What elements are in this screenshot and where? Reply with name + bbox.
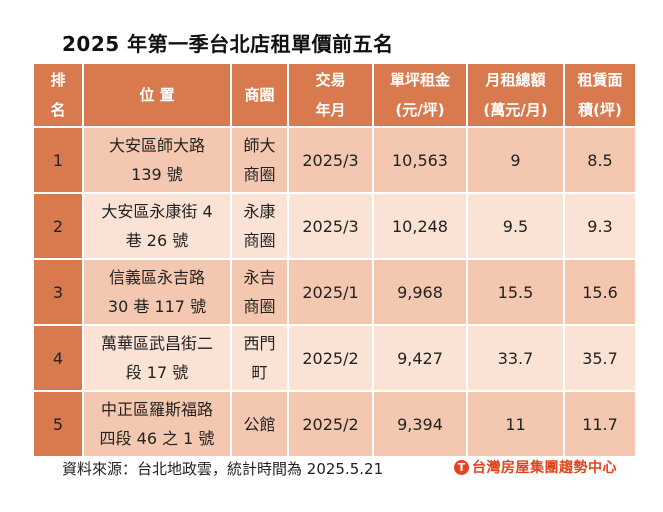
location-line-1: 萬華區武昌街二	[100, 334, 213, 353]
unit-rent-cell: 9,968	[372, 258, 468, 326]
table-header-row: 排 名 位 置 商圈 交易 年月 單坪租金 (元/坪) 月租總額 (萬元/月)	[32, 62, 637, 128]
total-rent-cell: 11	[466, 390, 565, 458]
total-rent-cell: 33.7	[466, 324, 565, 392]
date-cell: 2025/2	[287, 324, 374, 392]
location-cell: 信義區永吉路 30 巷 117 號	[82, 258, 232, 326]
header-district: 商圈	[230, 62, 289, 128]
district-line-2: 町	[251, 363, 268, 382]
table-title: 2025 年第一季台北店租單價前五名	[62, 32, 394, 56]
district-cell: 西門 町	[230, 324, 289, 392]
district-cell: 公館	[230, 390, 289, 458]
rank-cell: 2	[32, 192, 84, 260]
rank-cell: 3	[32, 258, 84, 326]
district-line-1: 永吉	[243, 268, 276, 287]
rank-cell: 5	[32, 390, 84, 458]
rent-ranking-table: 排 名 位 置 商圈 交易 年月 單坪租金 (元/坪) 月租總額 (萬元/月)	[32, 62, 637, 458]
header-location-label: 位 置	[139, 86, 175, 104]
header-date-line-1: 交易	[315, 71, 346, 89]
header-rank-line-2: 名	[50, 101, 66, 119]
location-line-1: 大安區永康街 4	[101, 202, 213, 221]
header-district-label: 商圈	[244, 86, 275, 104]
area-cell: 9.3	[563, 192, 637, 260]
district-cell: 永康 商圈	[230, 192, 289, 260]
location-cell: 萬華區武昌街二 段 17 號	[82, 324, 232, 392]
district-line-1: 公館	[243, 414, 276, 434]
table-row: 4 萬華區武昌街二 段 17 號 西門 町 2025/2 9,427 33.7 …	[32, 324, 637, 392]
header-area-line-1: 租賃面	[577, 71, 623, 89]
header-unit-rent: 單坪租金 (元/坪)	[372, 62, 468, 128]
district-cell: 永吉 商圈	[230, 258, 289, 326]
date-cell: 2025/1	[287, 258, 374, 326]
location-line-2: 巷 26 號	[125, 231, 189, 250]
date-cell: 2025/3	[287, 126, 374, 194]
total-rent-cell: 9.5	[466, 192, 565, 260]
table-row: 3 信義區永吉路 30 巷 117 號 永吉 商圈 2025/1 9,968 1…	[32, 258, 637, 326]
header-total-rent-line-1: 月租總額	[485, 71, 546, 89]
location-line-1: 中正區羅斯福路	[100, 400, 213, 419]
district-line-1: 西門	[243, 334, 276, 353]
area-cell: 15.6	[563, 258, 637, 326]
header-total-rent-line-2: (萬元/月)	[483, 101, 548, 119]
area-cell: 8.5	[563, 126, 637, 194]
rank-cell: 4	[32, 324, 84, 392]
district-line-2: 商圈	[243, 297, 276, 316]
location-line-1: 信義區永吉路	[108, 268, 205, 287]
total-rent-cell: 9	[466, 126, 565, 194]
location-line-2: 30 巷 117 號	[107, 297, 207, 316]
district-line-2: 商圈	[243, 165, 276, 184]
header-area-line-2: 積(坪)	[578, 101, 622, 119]
area-cell: 11.7	[563, 390, 637, 458]
date-cell: 2025/2	[287, 390, 374, 458]
district-line-1: 師大	[243, 136, 276, 155]
total-rent-cell: 15.5	[466, 258, 565, 326]
table-row: 1 大安區師大路 139 號 師大 商圈 2025/3 10,563 9 8.5	[32, 126, 637, 194]
location-cell: 大安區永康街 4 巷 26 號	[82, 192, 232, 260]
unit-rent-cell: 10,248	[372, 192, 468, 260]
header-date: 交易 年月	[287, 62, 374, 128]
location-line-2: 139 號	[131, 165, 183, 184]
rank-cell: 1	[32, 126, 84, 194]
header-unit-rent-line-2: (元/坪)	[395, 101, 445, 119]
taiwan-realty-logo-icon: T	[454, 459, 469, 475]
unit-rent-cell: 9,427	[372, 324, 468, 392]
unit-rent-cell: 10,563	[372, 126, 468, 194]
location-line-1: 大安區師大路	[108, 136, 205, 155]
header-area: 租賃面 積(坪)	[563, 62, 637, 128]
unit-rent-cell: 9,394	[372, 390, 468, 458]
header-rank-line-1: 排	[50, 71, 66, 89]
date-cell: 2025/3	[287, 192, 374, 260]
location-line-2: 段 17 號	[125, 363, 189, 382]
location-cell: 大安區師大路 139 號	[82, 126, 232, 194]
district-line-2: 商圈	[243, 231, 276, 250]
district-cell: 師大 商圈	[230, 126, 289, 194]
header-unit-rent-line-1: 單坪租金	[389, 71, 450, 89]
source-note: 資料來源：台北地政雲，統計時間為 2025.5.21	[62, 460, 384, 478]
table-row: 2 大安區永康街 4 巷 26 號 永康 商圈 2025/3 10,248 9.…	[32, 192, 637, 260]
table-row: 5 中正區羅斯福路 四段 46 之 1 號 公館 2025/2 9,394 11…	[32, 390, 637, 458]
brand-logo: T 台灣房屋集團趨勢中心	[454, 457, 617, 477]
location-cell: 中正區羅斯福路 四段 46 之 1 號	[82, 390, 232, 458]
district-line-1: 永康	[243, 202, 276, 221]
header-location: 位 置	[82, 62, 232, 128]
brand-name: 台灣房屋集團趨勢中心	[472, 460, 617, 476]
area-cell: 35.7	[563, 324, 637, 392]
header-total-rent: 月租總額 (萬元/月)	[466, 62, 565, 128]
header-date-line-2: 年月	[315, 101, 346, 119]
location-line-2: 四段 46 之 1 號	[99, 429, 215, 448]
header-rank: 排 名	[32, 62, 84, 128]
